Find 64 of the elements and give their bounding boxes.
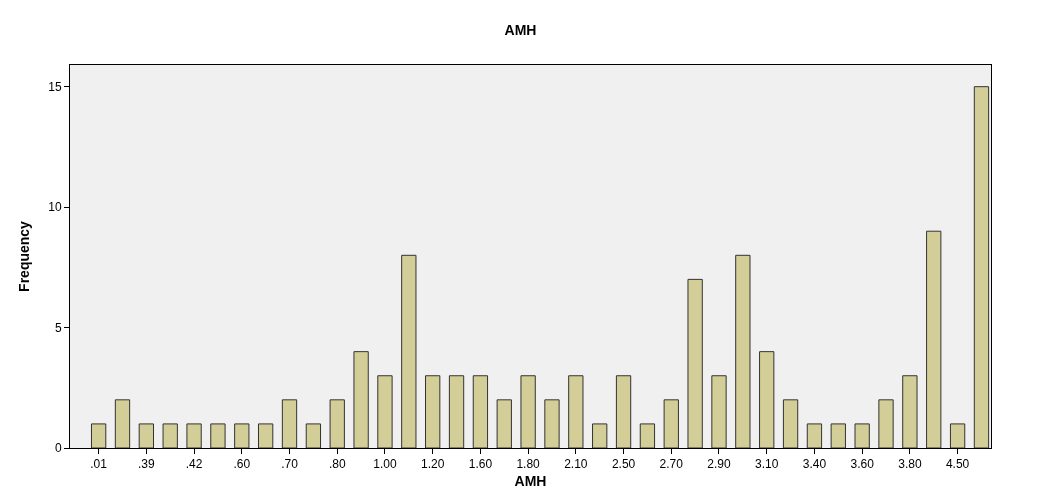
x-tick-label: 1.80 (516, 457, 541, 472)
bar (926, 230, 942, 448)
x-tick-label: .01 (90, 457, 108, 472)
bar (615, 375, 632, 448)
x-tick-label: .80 (328, 457, 346, 472)
x-tick-label: 1.60 (468, 457, 493, 472)
bar (472, 375, 489, 448)
bar (902, 375, 918, 448)
x-tick-label: 1.20 (420, 457, 445, 472)
x-tick-label: 3.10 (755, 457, 779, 472)
bar (639, 423, 656, 448)
x-tick-label: 3.80 (898, 457, 922, 472)
x-tick-label: 3.40 (802, 457, 827, 472)
bar (210, 423, 226, 448)
bar (162, 423, 178, 448)
bar (401, 254, 417, 448)
bar (878, 399, 894, 448)
x-tick-label: .70 (281, 457, 299, 472)
x-tick-label: 2.90 (707, 457, 731, 472)
bar (281, 399, 298, 448)
bar (687, 278, 703, 448)
bar (973, 86, 990, 448)
x-tick-label: 1.00 (373, 457, 397, 472)
bar (949, 423, 966, 448)
bar (854, 423, 870, 448)
bar (257, 423, 274, 448)
bar (544, 399, 560, 448)
bar (448, 375, 465, 448)
x-axis-title: AMH (514, 472, 547, 489)
bar (830, 423, 846, 448)
bar (305, 423, 322, 448)
bar (114, 399, 131, 448)
y-tick-label: 10 (48, 200, 62, 215)
bar (735, 254, 751, 448)
bar (592, 423, 608, 448)
bar (782, 399, 799, 448)
x-tick-label: 2.70 (659, 457, 684, 472)
y-tick-label: 15 (48, 79, 62, 94)
chart-title: AMH (504, 21, 537, 38)
bar (234, 423, 250, 448)
bar (496, 399, 512, 448)
bar (806, 423, 823, 448)
x-tick-label: .39 (138, 457, 156, 472)
bar (186, 423, 202, 448)
bar (520, 375, 536, 448)
x-tick-label: 4.50 (945, 457, 970, 472)
y-axis-title: Frequency (15, 220, 32, 292)
bar (663, 399, 679, 448)
bar (568, 375, 584, 448)
bar (329, 399, 345, 448)
bar (90, 423, 107, 448)
x-tick-label: .60 (233, 457, 251, 472)
x-tick-label: .42 (185, 457, 203, 472)
y-tick-label: 0 (54, 441, 62, 456)
y-tick-label: 5 (54, 320, 62, 335)
bar (377, 375, 393, 448)
bar (711, 375, 727, 448)
x-tick-label: 2.10 (564, 457, 588, 472)
bar (425, 375, 441, 448)
x-tick-label: 2.50 (611, 457, 636, 472)
bar (138, 423, 155, 448)
x-tick-label: 3.60 (850, 457, 875, 472)
bar (353, 351, 369, 448)
bar (759, 351, 775, 448)
